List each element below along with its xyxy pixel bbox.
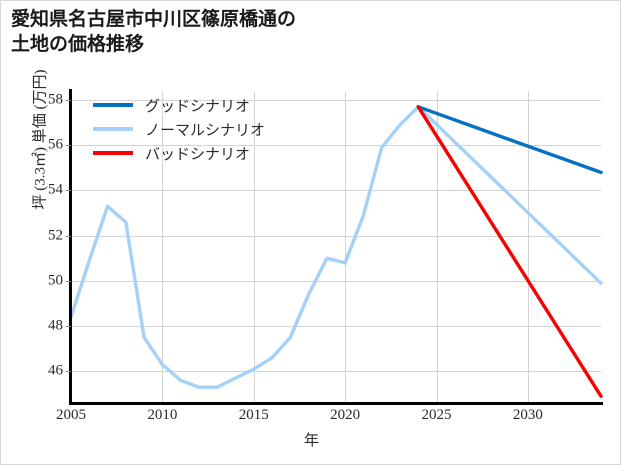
legend-swatch-icon	[93, 103, 133, 107]
plot-area	[69, 91, 603, 403]
x-tick-label: 2025	[421, 407, 452, 423]
gridline-y	[71, 326, 601, 328]
legend-item[interactable]: グッドシナリオ	[93, 93, 313, 117]
y-tick-label: 56	[48, 136, 63, 153]
y-tick-mark	[66, 190, 71, 192]
legend-label: バッドシナリオ	[145, 146, 251, 163]
y-axis-line	[69, 89, 72, 405]
gridline-y	[71, 190, 601, 192]
x-tick-label: 2015	[238, 407, 269, 423]
series-line-bad	[416, 105, 603, 398]
y-tick-mark	[66, 280, 71, 282]
y-tick-label: 54	[48, 181, 63, 198]
legend-item[interactable]: バッドシナリオ	[93, 141, 313, 165]
series-line-normal	[69, 105, 603, 389]
y-axis-label: 坪 (3.3㎡) 単価 (万円)	[32, 69, 49, 210]
plot-background	[71, 91, 601, 403]
gridline-y	[71, 371, 601, 373]
gridline-y	[71, 145, 601, 147]
y-tick-mark	[66, 371, 71, 373]
x-tick-label: 2020	[330, 407, 361, 423]
y-tick-mark	[66, 235, 71, 237]
x-axis-label: 年	[303, 433, 319, 449]
gridline-x	[436, 91, 438, 403]
y-tick-label: 58	[48, 91, 63, 108]
gridline-y	[71, 100, 601, 102]
y-tick-mark	[66, 100, 71, 102]
legend-item[interactable]: ノーマルシナリオ	[93, 117, 313, 141]
y-tick-mark	[66, 326, 71, 328]
chart-legend: グッドシナリオ ノーマルシナリオ バッドシナリオ	[93, 93, 313, 165]
x-tick-label: 2005	[56, 407, 86, 423]
y-tick-label: 46	[48, 362, 63, 379]
gridline-x	[162, 91, 164, 403]
gridline-x	[345, 91, 347, 403]
y-tick-mark	[66, 145, 71, 147]
x-tick-label: 2030	[512, 407, 543, 423]
y-tick-label: 50	[48, 272, 63, 289]
legend-swatch-icon	[93, 127, 133, 131]
gridline-x	[253, 91, 255, 403]
page-title: 愛知県名古屋市中川区篠原橋通の 土地の価格推移	[11, 8, 297, 56]
series-line-good	[416, 105, 603, 175]
x-axis-line	[69, 402, 603, 405]
gridline-x	[527, 91, 529, 403]
legend-label: ノーマルシナリオ	[145, 122, 266, 139]
legend-label: グッドシナリオ	[145, 98, 251, 115]
series-lines	[69, 105, 603, 398]
x-tick-label: 2010	[147, 407, 178, 423]
legend-swatch-icon	[93, 151, 133, 155]
gridline-y	[71, 280, 601, 282]
y-tick-label: 48	[48, 317, 63, 334]
gridline-y	[71, 235, 601, 237]
y-tick-label: 52	[48, 227, 63, 244]
